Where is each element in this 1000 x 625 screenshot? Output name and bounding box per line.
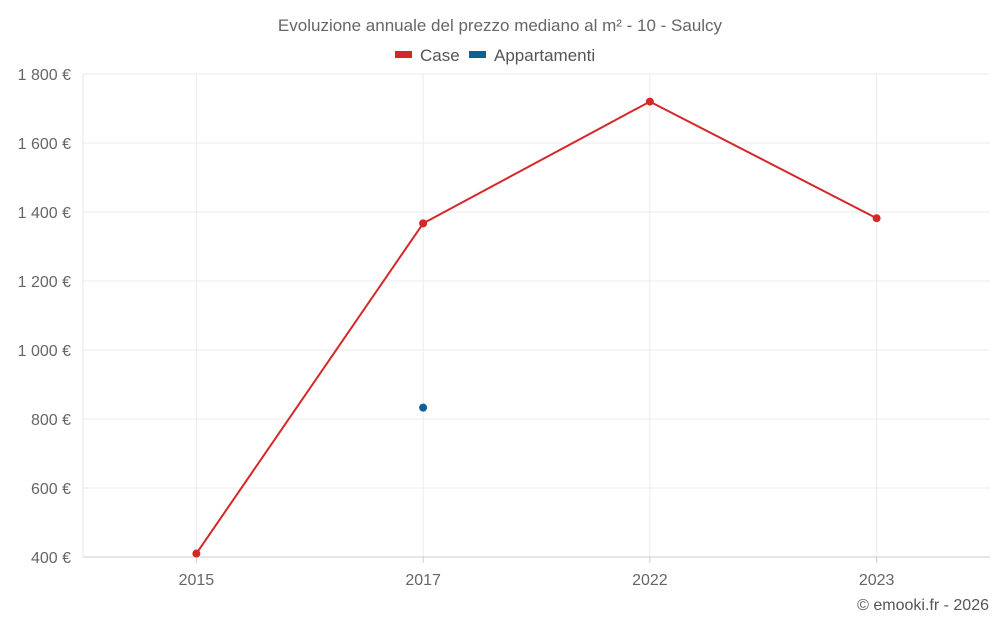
data-point[interactable]: [192, 549, 201, 558]
series-line-0: [195, 100, 878, 555]
x-tick-label: 2023: [859, 572, 895, 589]
legend-swatch: [395, 51, 412, 58]
y-tick-label: 1 000 €: [18, 343, 71, 360]
legend-label: Appartamenti: [494, 46, 595, 65]
series-0: [192, 97, 881, 558]
data-point[interactable]: [872, 214, 881, 223]
y-tick-label: 400 €: [31, 550, 71, 567]
y-tick-label: 1 600 €: [18, 136, 71, 153]
series-layer: [192, 97, 881, 558]
y-tick-label: 1 800 €: [18, 67, 71, 84]
legend-swatch: [469, 51, 486, 58]
x-tick-label: 2022: [632, 572, 668, 589]
y-tick-label: 1 400 €: [18, 205, 71, 222]
legend-item-1[interactable]: Appartamenti: [469, 46, 595, 65]
credit-text: © emooki.fr - 2026: [857, 597, 989, 614]
data-point[interactable]: [419, 403, 428, 412]
legend-label: Case: [420, 46, 460, 65]
legend: Case Appartamenti: [395, 46, 595, 65]
axes: 400 € 600 € 800 € 1 000 € 1 200 € 1 400 € 1 60…: [18, 67, 990, 589]
y-tick-label: 600 €: [31, 481, 71, 498]
data-point[interactable]: [645, 97, 654, 106]
data-point[interactable]: [419, 219, 428, 228]
chart-title: Evoluzione annuale del prezzo mediano al…: [278, 16, 723, 35]
x-tick-label: 2015: [179, 572, 215, 589]
y-tick-label: 1 200 €: [18, 274, 71, 291]
y-tick-label: 800 €: [31, 412, 71, 429]
legend-item-0[interactable]: Case: [395, 46, 460, 65]
x-tick-label: 2017: [405, 572, 441, 589]
series-1: [419, 403, 428, 412]
grid: [83, 73, 990, 557]
